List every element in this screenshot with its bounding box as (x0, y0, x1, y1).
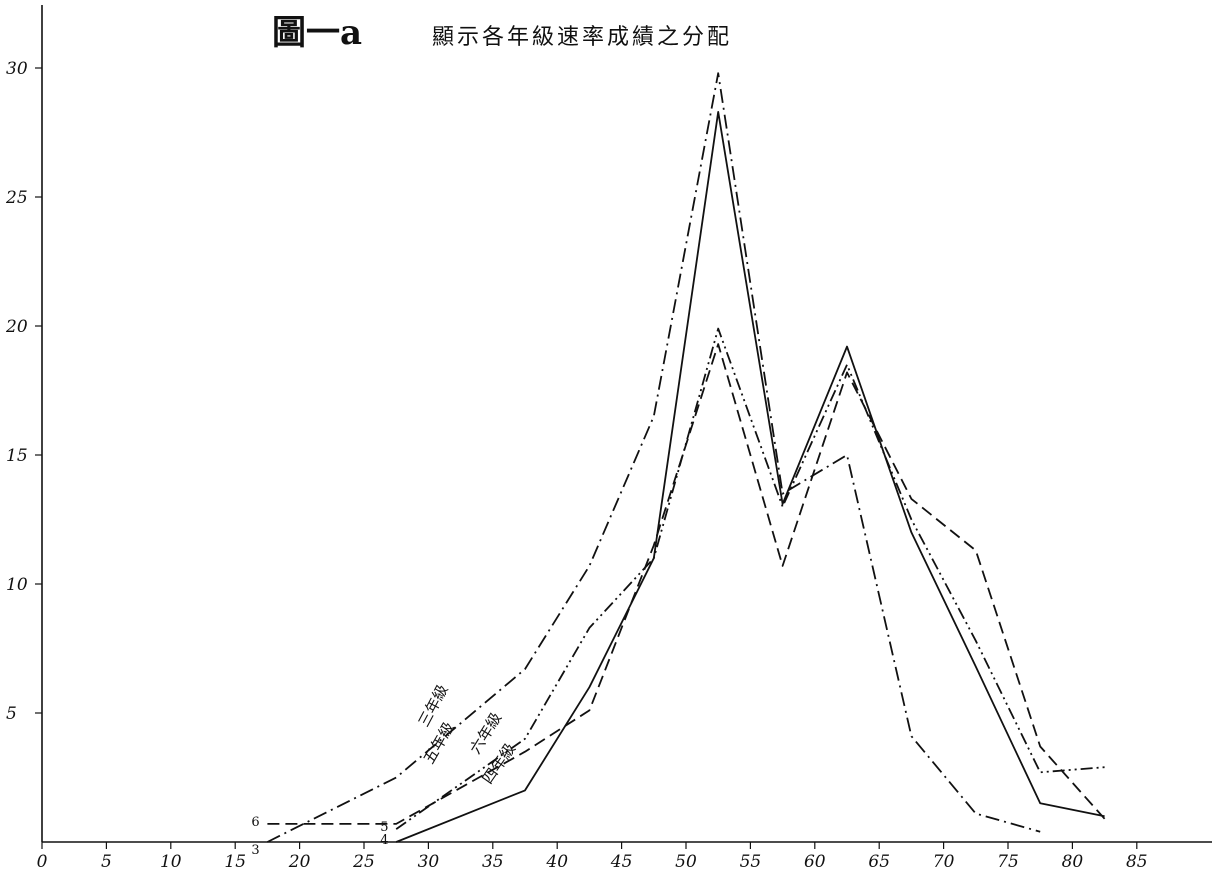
x-ticks: 0 5 10 15 20 25 30 35 40 45 50 55 60 65 70 75 80 85 (37, 842, 1148, 872)
x-tick-label: 60 (804, 852, 826, 872)
series-line (395, 327, 1105, 830)
chart-title: 圖一a (272, 13, 362, 53)
series-line (266, 72, 1041, 843)
chart-subtitle: 顯示各年級速率成績之分配 (432, 25, 732, 50)
series-layer (266, 72, 1106, 843)
x-tick-label: 30 (418, 852, 440, 872)
x-tick-label: 70 (933, 852, 955, 872)
x-tick-label: 45 (610, 852, 633, 872)
series-start-marker: 3 (251, 843, 259, 858)
x-tick-label: 0 (37, 852, 48, 872)
x-tick-label: 20 (288, 852, 311, 872)
x-tick-label: 5 (101, 852, 112, 872)
y-ticks: 5 10 15 20 25 30 (5, 59, 42, 724)
series-line (395, 111, 1105, 843)
y-tick-label: 10 (6, 575, 28, 595)
x-tick-label: 40 (545, 852, 568, 872)
x-tick-label: 15 (224, 852, 246, 872)
x-tick-label: 25 (352, 852, 375, 872)
series-start-marker: 5 (380, 820, 388, 835)
y-tick-label: 20 (5, 317, 28, 337)
x-tick-label: 10 (160, 852, 182, 872)
series-start-marker: 6 (251, 815, 259, 830)
series-line (267, 343, 1106, 825)
x-tick-label: 65 (868, 852, 890, 872)
x-tick-label: 80 (1062, 852, 1084, 872)
y-tick-label: 30 (6, 59, 28, 79)
y-tick-label: 25 (5, 188, 28, 208)
x-tick-label: 75 (997, 852, 1019, 872)
x-tick-label: 55 (740, 852, 762, 872)
x-tick-label: 85 (1126, 852, 1148, 872)
y-tick-label: 15 (6, 446, 28, 466)
y-tick-label: 5 (6, 704, 17, 724)
x-tick-label: 35 (482, 852, 504, 872)
series-start-marker: 4 (380, 833, 388, 848)
x-tick-label: 50 (675, 852, 697, 872)
